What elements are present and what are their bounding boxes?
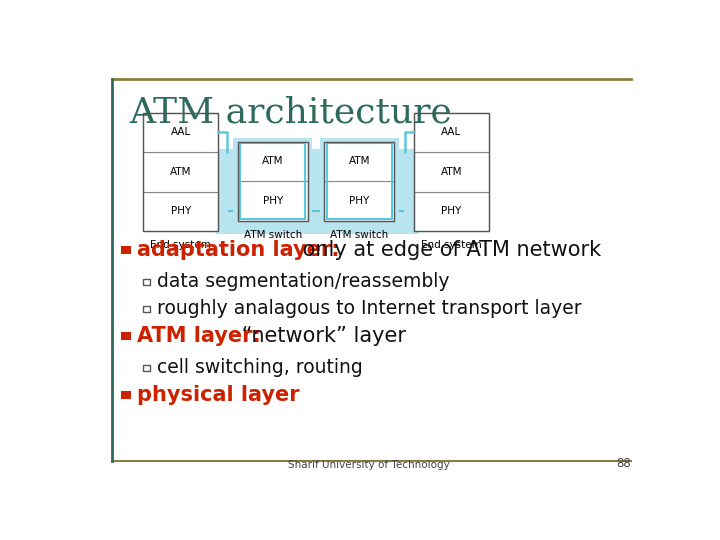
Text: End system: End system	[150, 240, 211, 250]
Bar	[143, 279, 150, 285]
Text: roughly analagous to Internet transport layer: roughly analagous to Internet transport …	[157, 299, 582, 319]
Text: physical layer: physical layer	[138, 385, 300, 405]
Bar	[121, 391, 131, 399]
Text: Sharif University of Technology: Sharif University of Technology	[288, 460, 450, 470]
Text: cell switching, routing: cell switching, routing	[157, 359, 363, 377]
Text: only at edge of ATM network: only at edge of ATM network	[296, 240, 601, 260]
Bar	[324, 141, 394, 221]
Bar	[233, 138, 312, 224]
Bar	[121, 246, 131, 254]
Bar	[143, 192, 218, 231]
Text: ATM: ATM	[262, 157, 284, 166]
Text: ATM: ATM	[441, 167, 462, 177]
Bar	[215, 149, 228, 234]
Bar	[327, 144, 392, 219]
Text: PHY: PHY	[441, 206, 462, 217]
Bar	[215, 149, 419, 234]
Text: End system: End system	[421, 240, 482, 250]
Bar	[413, 113, 489, 152]
Text: “network” layer: “network” layer	[235, 326, 406, 346]
Bar	[240, 144, 305, 219]
Bar	[143, 113, 218, 152]
Bar	[143, 152, 218, 192]
Text: PHY: PHY	[349, 196, 369, 206]
Text: adaptation layer:: adaptation layer:	[138, 240, 340, 260]
Text: PHY: PHY	[171, 206, 191, 217]
Text: 88: 88	[616, 457, 631, 470]
Text: ATM switch: ATM switch	[243, 230, 302, 240]
Bar	[324, 181, 394, 221]
Bar	[413, 152, 489, 192]
Text: ATM: ATM	[170, 167, 192, 177]
Text: ATM: ATM	[348, 157, 370, 166]
Bar	[143, 365, 150, 370]
Text: data segmentation/reassembly: data segmentation/reassembly	[157, 272, 449, 292]
Bar	[143, 113, 218, 231]
Bar	[404, 149, 416, 234]
Bar	[320, 138, 399, 224]
Bar	[413, 113, 489, 231]
Bar	[238, 181, 307, 221]
Bar	[143, 306, 150, 312]
Text: PHY: PHY	[263, 196, 283, 206]
Bar	[413, 192, 489, 231]
Text: AAL: AAL	[171, 127, 191, 137]
Bar	[121, 332, 131, 340]
Text: ATM architecture: ATM architecture	[129, 96, 452, 130]
Text: ATM layer:: ATM layer:	[138, 326, 261, 346]
Bar	[238, 141, 307, 181]
Text: ATM switch: ATM switch	[330, 230, 388, 240]
Bar	[324, 141, 394, 181]
Text: AAL: AAL	[441, 127, 462, 137]
Bar	[238, 141, 307, 221]
